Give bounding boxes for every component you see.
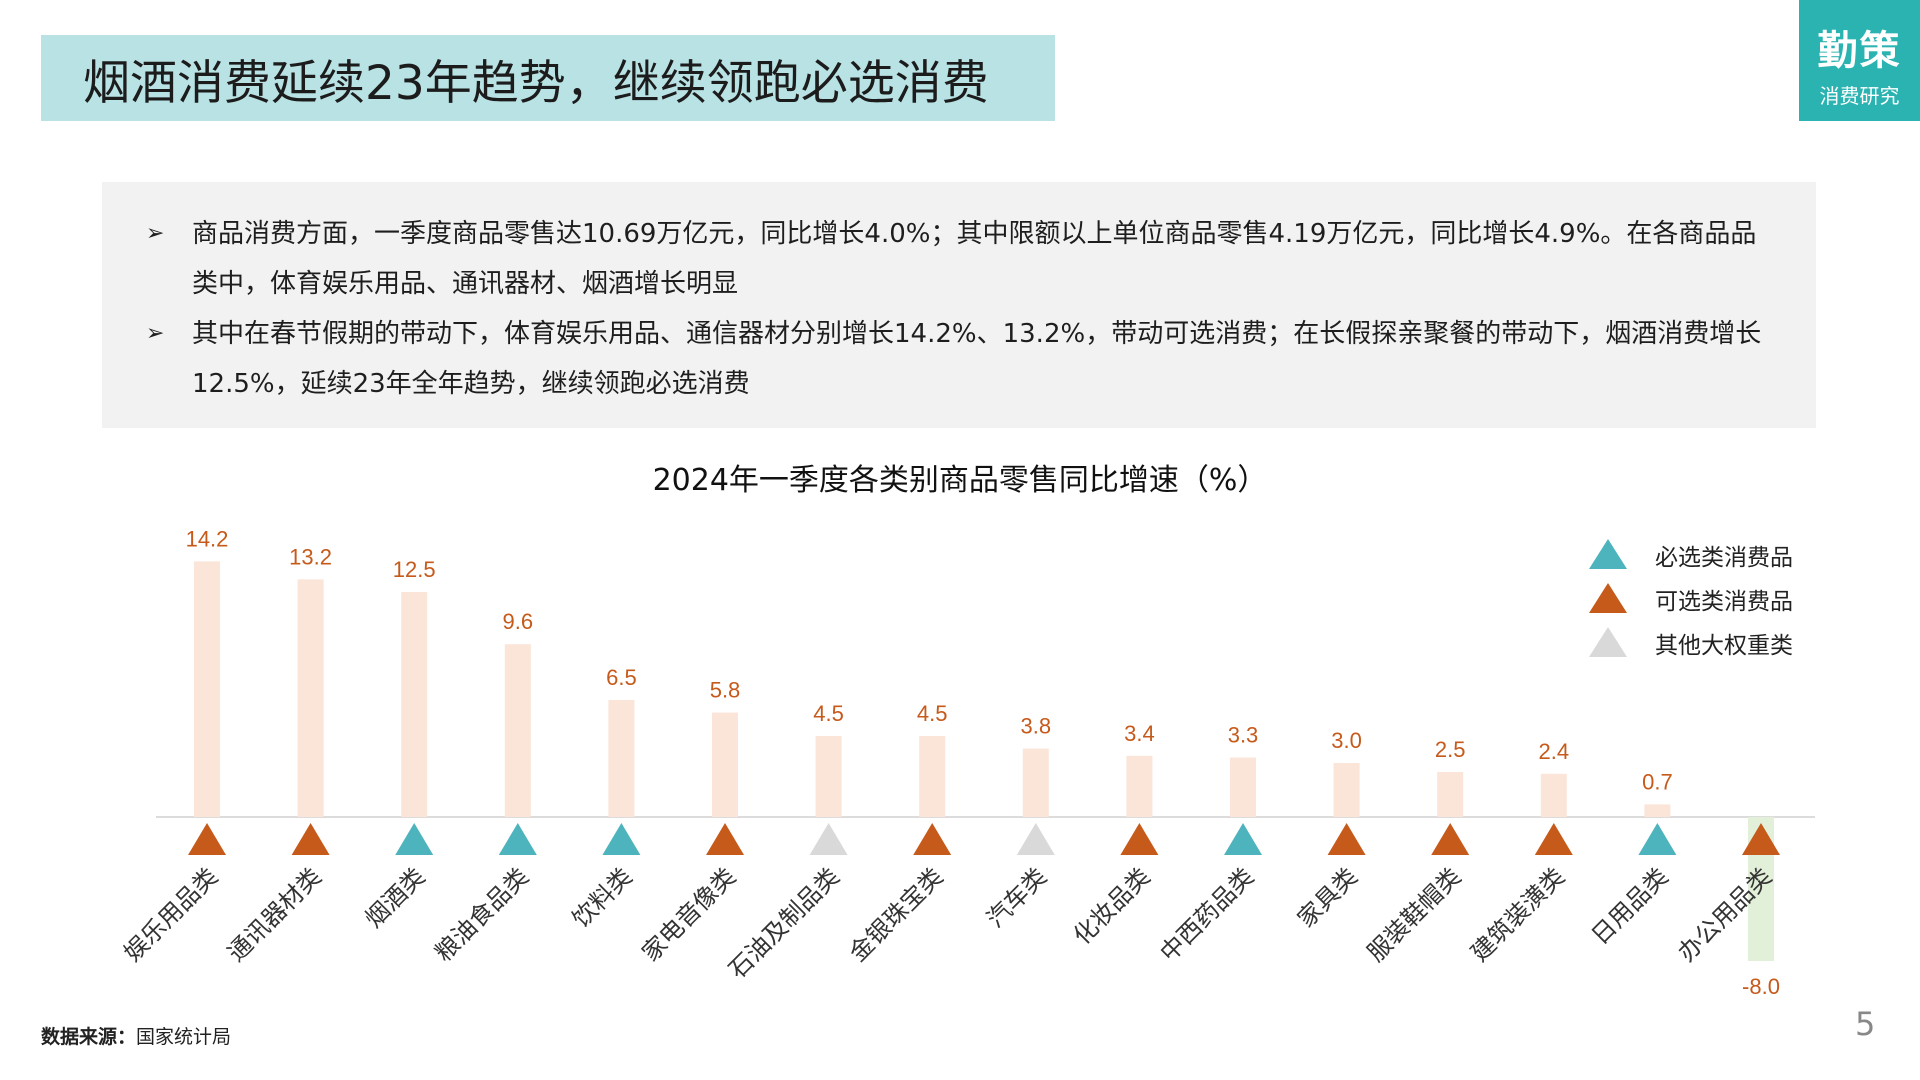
- bar: [1540, 773, 1567, 817]
- data-label: 3.8: [1021, 714, 1052, 739]
- bar: [1333, 763, 1360, 817]
- legend-label: 其他大权重类: [1655, 632, 1793, 658]
- title-banner: 烟酒消费延续23年趋势，继续领跑必选消费: [41, 35, 1055, 121]
- triangle-icon: [602, 823, 641, 855]
- bar: [1126, 755, 1153, 817]
- bar: [608, 700, 635, 817]
- triangle-icon: [1120, 823, 1159, 855]
- legend-triangle-icon: [1589, 583, 1627, 613]
- bullet-text: 其中在春节假期的带动下，体育娱乐用品、通信器材分别增长14.2%、13.2%，带…: [192, 319, 1762, 399]
- bar: [297, 579, 324, 817]
- bar: [504, 644, 531, 817]
- triangle-icon: [1431, 823, 1470, 855]
- page-title: 烟酒消费延续23年趋势，继续领跑必选消费: [83, 55, 989, 111]
- data-label: 5.8: [710, 678, 741, 703]
- x-tick-label: 烟酒类: [360, 863, 430, 933]
- x-tick-label: 服装鞋帽类: [1362, 863, 1466, 967]
- bar: [1644, 804, 1671, 817]
- bar: [194, 561, 220, 817]
- data-source: 数据来源：国家统计局: [41, 1022, 231, 1049]
- triangle-icon: [291, 823, 330, 855]
- triangle-icon: [1016, 823, 1055, 855]
- x-tick-label: 汽车类: [982, 863, 1052, 933]
- legend-triangle-icon: [1589, 539, 1627, 569]
- x-tick-label: 金银珠宝类: [844, 863, 948, 967]
- data-label: 12.5: [393, 557, 436, 582]
- summary-box: ➢ 商品消费方面，一季度商品零售达10.69万亿元，同比增长4.0%；其中限额以…: [102, 182, 1816, 428]
- x-tick-label: 建筑装潢类: [1466, 863, 1570, 967]
- triangle-icon: [809, 823, 848, 855]
- brand-logo: 勤策 消费研究: [1799, 0, 1920, 121]
- bar: [815, 736, 842, 817]
- x-tick-label: 石油及制品类: [724, 863, 845, 984]
- bullet-item: ➢ 其中在春节假期的带动下，体育娱乐用品、通信器材分别增长14.2%、13.2%…: [146, 309, 1766, 409]
- triangle-icon: [1327, 823, 1366, 855]
- logo-main-text: 勤策: [1817, 27, 1902, 74]
- triangle-icon: [1742, 823, 1780, 855]
- bullet-text: 商品消费方面，一季度商品零售达10.69万亿元，同比增长4.0%；其中限额以上单…: [192, 219, 1757, 299]
- data-label: 2.4: [1539, 739, 1570, 764]
- data-label: 13.2: [289, 544, 332, 569]
- x-tick-label: 饮料类: [568, 863, 638, 933]
- triangle-icon: [1534, 823, 1573, 855]
- data-label: 3.3: [1228, 723, 1259, 748]
- data-label: 0.7: [1642, 769, 1673, 794]
- x-tick-label: 化妆品类: [1069, 863, 1156, 950]
- data-label: 6.5: [606, 665, 637, 690]
- data-label: 3.0: [1331, 728, 1362, 753]
- arrow-bullet-icon: ➢: [146, 221, 165, 246]
- data-label: 4.5: [813, 701, 844, 726]
- data-label: 3.4: [1124, 721, 1155, 746]
- source-label: 数据来源：: [41, 1026, 137, 1048]
- bar: [401, 592, 428, 817]
- triangle-icon: [706, 823, 744, 855]
- legend-triangle-icon: [1589, 627, 1627, 657]
- x-tick-label: 娱乐用品类: [119, 863, 223, 967]
- x-tick-label: 家具类: [1293, 863, 1363, 933]
- x-tick-label: 粮油食品类: [430, 863, 534, 967]
- x-tick-label: 家电音像类: [637, 863, 741, 967]
- triangle-icon: [1638, 823, 1677, 855]
- triangle-icon: [498, 823, 537, 855]
- bullet-item: ➢ 商品消费方面，一季度商品零售达10.69万亿元，同比增长4.0%；其中限额以…: [146, 209, 1766, 309]
- page-number: 5: [1855, 1005, 1876, 1043]
- data-label: 9.6: [503, 609, 534, 634]
- logo-sub-text: 消费研究: [1819, 84, 1900, 108]
- triangle-icon: [188, 823, 226, 855]
- bar: [1437, 772, 1464, 817]
- data-label: 14.2: [186, 526, 229, 551]
- triangle-icon: [1224, 823, 1262, 855]
- data-label: -8.0: [1742, 974, 1780, 999]
- legend-label: 可选类消费品: [1655, 588, 1793, 614]
- legend-label: 必选类消费品: [1655, 544, 1793, 570]
- bar: [1022, 748, 1049, 817]
- x-tick-label: 通讯器材类: [223, 863, 327, 967]
- data-label: 2.5: [1435, 737, 1466, 762]
- bar: [919, 736, 946, 817]
- bar: [712, 712, 738, 817]
- x-tick-label: 日用品类: [1587, 863, 1674, 950]
- bar: [1230, 757, 1256, 817]
- data-label: 4.5: [917, 701, 948, 726]
- source-value: 国家统计局: [136, 1026, 232, 1048]
- triangle-icon: [395, 823, 434, 855]
- x-tick-label: 中西药品类: [1155, 863, 1259, 967]
- chart-title: 2024年一季度各类别商品零售同比增速（%）: [652, 463, 1268, 498]
- arrow-bullet-icon: ➢: [146, 321, 165, 346]
- triangle-icon: [913, 823, 952, 855]
